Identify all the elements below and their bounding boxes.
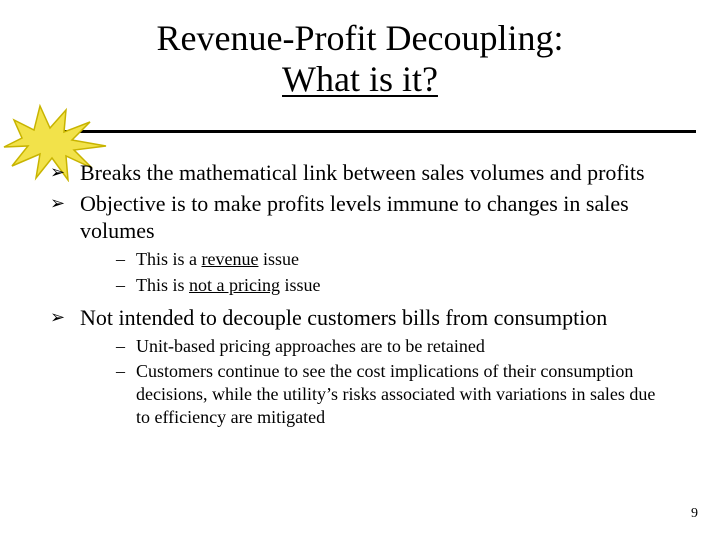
- sub-bullet-prefix: This is a: [136, 249, 202, 269]
- title-line-2: What is it?: [282, 59, 438, 99]
- sub-bullet-prefix: Unit-based pricing approaches are to be …: [136, 336, 485, 356]
- bullet-text: Not intended to decouple customers bills…: [80, 305, 607, 330]
- horizontal-rule: [24, 130, 696, 133]
- sub-bullet-item: Unit-based pricing approaches are to be …: [116, 335, 664, 358]
- sub-bullet-list: Unit-based pricing approaches are to be …: [116, 335, 664, 429]
- body-content: Breaks the mathematical link between sal…: [50, 160, 664, 438]
- bullet-list: Breaks the mathematical link between sal…: [50, 160, 664, 430]
- slide: Revenue-Profit Decoupling: What is it? B…: [0, 0, 720, 540]
- sub-bullet-suffix: issue: [280, 275, 321, 295]
- bullet-item: Not intended to decouple customers bills…: [50, 305, 664, 430]
- page-number: 9: [691, 506, 698, 522]
- bullet-text: Objective is to make profits levels immu…: [80, 191, 629, 243]
- sub-bullet-item: Customers continue to see the cost impli…: [116, 360, 664, 429]
- bullet-item: Breaks the mathematical link between sal…: [50, 160, 664, 187]
- sub-bullet-list: This is a revenue issue This is not a pr…: [116, 248, 664, 296]
- sub-bullet-underlined: revenue: [202, 249, 259, 269]
- sub-bullet-prefix: Customers continue to see the cost impli…: [136, 361, 655, 427]
- bullet-item: Objective is to make profits levels immu…: [50, 191, 664, 297]
- sub-bullet-prefix: This is: [136, 275, 189, 295]
- sub-bullet-item: This is not a pricing issue: [116, 274, 664, 297]
- title-divider: [0, 122, 720, 144]
- bullet-text: Breaks the mathematical link between sal…: [80, 160, 645, 185]
- title-block: Revenue-Profit Decoupling: What is it?: [0, 0, 720, 101]
- sub-bullet-suffix: issue: [258, 249, 299, 269]
- title-line-1: Revenue-Profit Decoupling:: [157, 18, 564, 58]
- sub-bullet-underlined: not a pricing: [189, 275, 280, 295]
- sub-bullet-item: This is a revenue issue: [116, 248, 664, 271]
- slide-title: Revenue-Profit Decoupling: What is it?: [157, 18, 564, 101]
